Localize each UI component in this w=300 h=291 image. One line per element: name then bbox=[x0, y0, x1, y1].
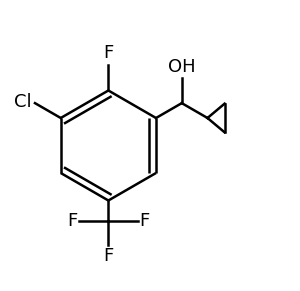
Text: F: F bbox=[140, 212, 150, 230]
Text: F: F bbox=[67, 212, 77, 230]
Text: Cl: Cl bbox=[14, 93, 32, 111]
Text: F: F bbox=[103, 246, 113, 265]
Text: OH: OH bbox=[168, 58, 196, 76]
Text: F: F bbox=[103, 44, 113, 62]
